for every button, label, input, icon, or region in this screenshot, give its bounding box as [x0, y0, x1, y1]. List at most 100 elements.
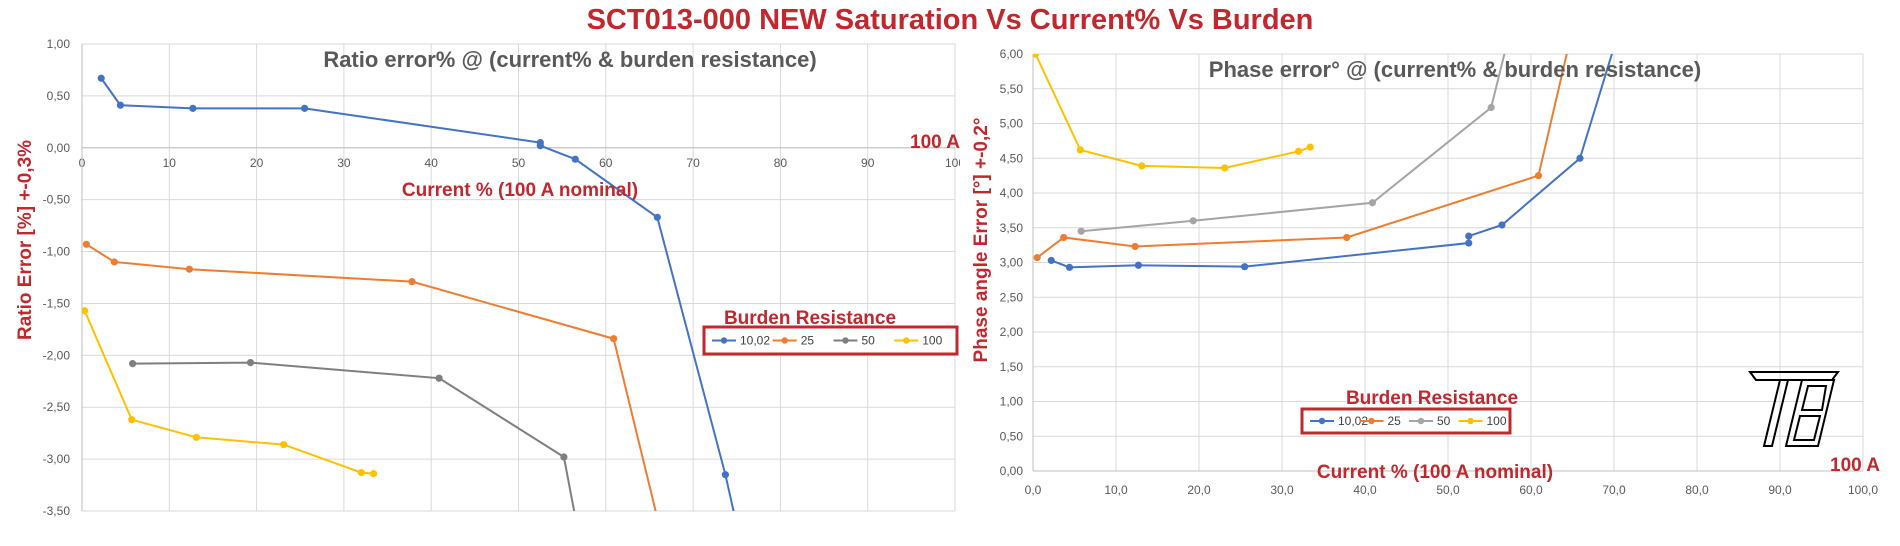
data-point-10,02 [653, 213, 661, 221]
x-tick-label: 10,0 [1104, 483, 1128, 497]
x-axis-label: Current % (100 A nominal) [1317, 462, 1553, 483]
data-point-10,02 [1498, 221, 1506, 229]
y-tick-label: 0,50 [47, 89, 71, 103]
series-line-10,02 [100, 77, 735, 511]
data-point-25 [1534, 172, 1543, 180]
data-point-10,02 [1047, 256, 1055, 265]
data-point-100 [1076, 146, 1084, 154]
data-point-50 [1189, 217, 1197, 225]
legend-label-100: 100 [1487, 414, 1507, 428]
x-tick-label: 40,0 [1353, 483, 1377, 497]
y-tick-label: -1,00 [43, 245, 71, 259]
data-point-25 [185, 265, 193, 273]
data-point-10,02 [189, 104, 197, 112]
annotation-label: 100 A [910, 132, 960, 153]
y-tick-label: 0,50 [1000, 429, 1024, 443]
data-point-100 [192, 433, 200, 441]
data-point-25 [655, 518, 662, 525]
legend-label-25: 25 [1388, 414, 1402, 428]
data-point-50 [435, 374, 443, 382]
data-point-100 [369, 470, 378, 478]
y-tick-label: 4,00 [1000, 186, 1024, 200]
x-tick-label: 20 [250, 156, 264, 170]
series-group [1033, 43, 1617, 271]
page-title: SCT013-000 NEW Saturation Vs Current% Vs… [586, 4, 1314, 36]
data-point-10,02 [301, 104, 309, 112]
data-point-25 [1131, 242, 1139, 251]
phase-error-chart: 6,00 5,50 5,00 4,50 4,00 3,50 3,00 2,50 2,00 1,50… [971, 43, 1880, 497]
data-point-25 [1060, 233, 1068, 242]
y-tick-label: 1,50 [1000, 360, 1024, 374]
x-tick-label: 80 [774, 156, 788, 170]
legend-title: Burden Resistance [1346, 388, 1518, 409]
y-tick-label: 5,00 [1000, 117, 1024, 131]
legend-label-50: 50 [1437, 414, 1451, 428]
y-tick-label: 5,50 [1000, 82, 1024, 96]
data-point-10,02 [116, 101, 125, 109]
data-point-50 [573, 518, 580, 525]
x-tick-label: 90 [861, 156, 875, 170]
x-tick-label: 70 [686, 156, 700, 170]
ratio-error-chart: 1,00 0,50 0,00 -0,50 -1,00 -1,50 -2,00 -2,50 -3,… [15, 37, 960, 525]
y-tick-label: 2,00 [1000, 325, 1024, 339]
logo-b-inner [1792, 385, 1828, 441]
data-point-100 [1221, 164, 1229, 172]
y-tick-label: 1,00 [47, 37, 71, 51]
y-tick-label: 1,00 [1000, 395, 1024, 409]
data-point-100 [1033, 54, 1040, 58]
y-tick-label: -3,00 [43, 452, 71, 466]
data-point-100 [280, 440, 288, 449]
data-point-10,02 [732, 518, 739, 525]
data-point-10,02 [721, 471, 730, 479]
legend-label-10,02: 10,02 [740, 334, 770, 348]
y-tick-label: 6,00 [1000, 47, 1024, 61]
legend-marker-50 [842, 337, 849, 344]
y-tick-label: -2,50 [43, 400, 71, 414]
data-point-25 [1343, 233, 1351, 242]
legend-marker-100 [1467, 417, 1474, 425]
data-point-10,02 [1134, 261, 1143, 269]
data-point-10,02 [1065, 263, 1074, 271]
legend-label-50: 50 [862, 334, 876, 348]
data-point-50 [1368, 199, 1377, 207]
data-point-10,02 [571, 155, 579, 163]
data-point-100 [128, 416, 136, 424]
data-point-50 [246, 358, 255, 367]
data-point-10,02 [536, 142, 544, 150]
logo-t-stem [1762, 379, 1789, 447]
legend-marker-100 [903, 337, 910, 344]
data-point-50 [1487, 103, 1495, 112]
y-tick-label: 3,00 [1000, 256, 1024, 270]
chart-title: Ratio error% @ (current% & burden resist… [323, 47, 816, 72]
x-tick-label: 50 [512, 156, 526, 170]
data-point-100 [82, 307, 89, 315]
data-point-10,02 [1465, 232, 1473, 240]
x-tick-label: 60 [599, 156, 613, 170]
y-axis-label: Ratio Error [%] +-0,3% [15, 140, 36, 340]
data-point-10,02 [1465, 239, 1473, 247]
series-line-25 [1036, 54, 1568, 259]
series-line-25 [85, 243, 657, 511]
y-axis-label: Phase angle Error [°] +-0,2° [971, 118, 992, 363]
x-tick-label: 50,0 [1436, 483, 1460, 497]
legend-title: Burden Resistance [724, 308, 896, 329]
y-tick-label: 0,00 [1000, 464, 1024, 478]
chart-title: Phase error° @ (current% & burden resist… [1209, 57, 1701, 82]
series-group [82, 74, 739, 525]
data-point-25 [408, 278, 416, 286]
data-point-10,02 [1610, 43, 1617, 50]
data-point-50 [1503, 43, 1510, 50]
legend-marker-25 [1368, 417, 1375, 425]
data-point-100 [1138, 162, 1146, 170]
x-tick-label: 100,0 [1848, 483, 1878, 497]
x-tick-label: 10 [163, 156, 177, 170]
x-tick-label: 60,0 [1519, 483, 1543, 497]
legend-marker-10,02 [720, 337, 728, 344]
data-point-50 [560, 453, 568, 461]
data-point-25 [1565, 43, 1572, 50]
x-tick-label: 30,0 [1270, 483, 1294, 497]
series-line-50 [132, 361, 576, 511]
data-point-50 [1077, 227, 1085, 235]
logo-b-outer [1784, 379, 1836, 447]
legend-marker-50 [1417, 417, 1425, 425]
